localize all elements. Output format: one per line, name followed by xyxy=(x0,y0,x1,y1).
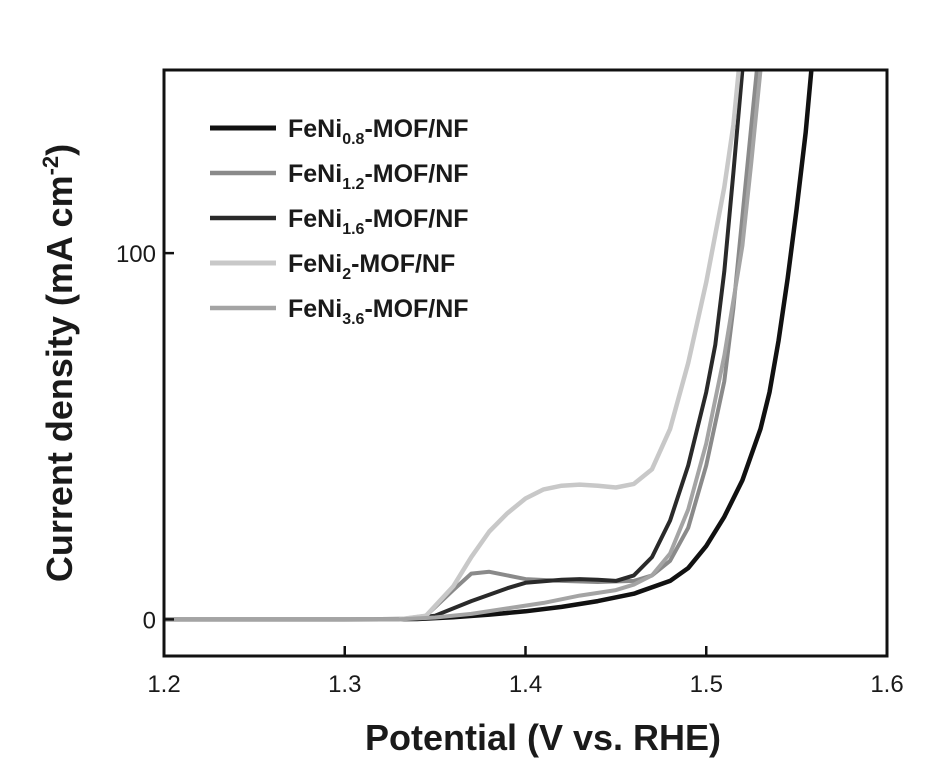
legend-label-base: FeNi xyxy=(288,295,342,323)
x-tick-label: 1.6 xyxy=(870,671,903,698)
y-axis-title-main: Current density (mA cm xyxy=(39,175,80,582)
y-tick-label: 0 xyxy=(143,607,156,634)
legend-label-tail: -MOF/NF xyxy=(364,160,468,188)
x-tick-label: 1.3 xyxy=(328,671,361,698)
x-tick-label: 1.2 xyxy=(147,671,180,698)
x-tick-label: 1.5 xyxy=(690,671,723,698)
legend-label-base: FeNi xyxy=(288,160,342,188)
legend-label-sub: 3.6 xyxy=(342,311,364,328)
y-axis-title-sup: -2 xyxy=(38,156,63,176)
legend-label-sub: 1.2 xyxy=(342,176,364,193)
x-tick-label: 1.4 xyxy=(509,671,542,698)
y-axis-title-close: ) xyxy=(39,144,80,156)
legend-label-tail: -MOF/NF xyxy=(364,295,468,323)
y-axis-title: Current density (mA cm-2) xyxy=(38,144,80,582)
legend-label-tail: -MOF/NF xyxy=(364,115,468,143)
legend-label-base: FeNi xyxy=(288,205,342,233)
x-axis-title: Potential (V vs. RHE) xyxy=(365,717,721,758)
legend-label-base: FeNi xyxy=(288,115,342,143)
legend-label-sub: 0.8 xyxy=(342,131,364,148)
legend-label-tail: -MOF/NF xyxy=(351,250,455,278)
legend-label-tail: -MOF/NF xyxy=(364,205,468,233)
y-tick-label: 100 xyxy=(116,241,156,268)
legend-label-base: FeNi xyxy=(288,250,342,278)
legend-label-sub: 2 xyxy=(342,266,351,283)
legend-label-sub: 1.6 xyxy=(342,221,364,238)
